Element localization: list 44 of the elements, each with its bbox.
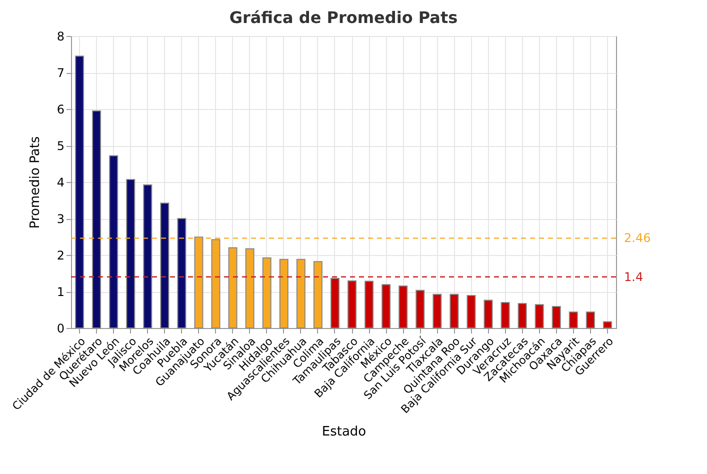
y-tick-label: 3 [56,212,64,226]
bar [313,261,322,328]
bar [432,294,442,328]
bar [466,295,476,328]
chart-title: Gráfica de Promedio Pats [229,8,458,27]
y-tick-label: 6 [56,102,64,116]
bar [109,155,118,328]
y-tick-label: 5 [56,139,64,153]
x-axis-title: Estado [322,424,366,440]
y-axis-title: Promedio Pats [28,136,43,229]
bar [586,311,595,328]
bar [177,218,186,328]
bar [160,202,170,328]
y-tick-label: 8 [56,30,64,44]
bar [330,278,340,328]
ref-line-label: 2.46 [624,231,651,246]
bar [126,178,136,328]
bar [450,294,459,328]
bar [348,280,357,328]
bar [262,257,272,328]
y-tick-label: 7 [56,66,64,80]
y-tick-label: 1 [56,285,64,299]
bar [552,306,561,328]
bar [92,110,102,328]
bar [279,258,288,328]
bar [143,184,152,328]
y-tick-label: 4 [56,176,64,190]
bar [75,56,84,328]
bar [568,311,578,328]
bar [398,286,408,328]
bar [416,290,425,328]
bar [500,302,510,328]
bar [602,321,612,328]
bar [518,303,527,328]
bar [484,300,493,328]
bar [534,304,544,328]
bar [382,284,391,328]
bar [296,258,306,328]
y-tick-label: 2 [56,248,64,262]
bar [245,248,254,328]
y-tick-label: 0 [56,322,64,336]
bar [364,280,374,328]
ref-line-label: 1.4 [624,270,644,284]
bar [228,247,238,328]
